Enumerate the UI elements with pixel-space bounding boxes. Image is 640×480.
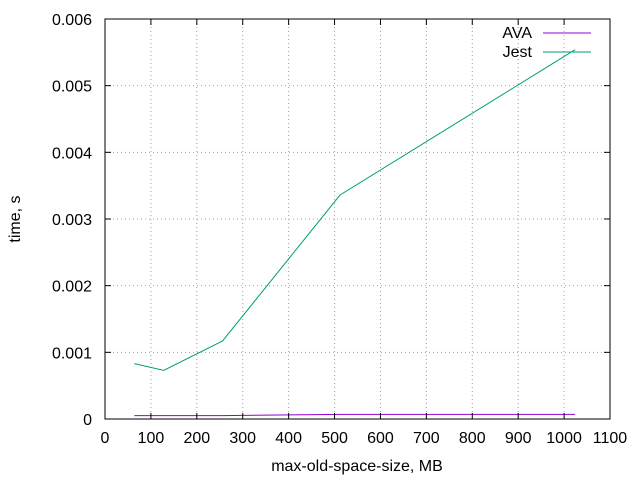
x-tick-label: 200 xyxy=(183,430,210,447)
x-tick-label: 400 xyxy=(275,430,302,447)
x-tick-label: 500 xyxy=(321,430,348,447)
x-tick-label: 1100 xyxy=(593,430,628,447)
x-tick-label: 0 xyxy=(101,430,110,447)
series-lines xyxy=(134,49,576,417)
x-tick-label: 100 xyxy=(138,430,165,447)
legend: AVA Jest xyxy=(502,25,591,61)
x-tick-label: 1000 xyxy=(546,430,582,447)
y-axis-label: time, s xyxy=(7,195,24,242)
x-tick-label: 300 xyxy=(229,430,256,447)
y-tick-label: 0.002 xyxy=(52,279,92,296)
y-tick-label: 0.006 xyxy=(52,12,92,29)
series-line-ava xyxy=(134,413,576,417)
x-tick-label: 900 xyxy=(505,430,532,447)
grid xyxy=(105,19,610,419)
y-tick-label: 0.003 xyxy=(52,212,92,229)
x-tick-label: 700 xyxy=(413,430,440,447)
legend-label-jest: Jest xyxy=(503,44,533,61)
y-tick-label: 0 xyxy=(83,412,92,429)
x-tick-label: 800 xyxy=(459,430,486,447)
y-tick-label: 0.005 xyxy=(52,79,92,96)
y-tick-label: 0.004 xyxy=(52,145,92,162)
axis-ticks: 0 100 200 300 400 500 600 700 800 900 1000 1100 0 0.0… xyxy=(52,12,627,447)
y-tick-label: 0.001 xyxy=(52,345,92,362)
x-axis-label: max-old-space-size, MB xyxy=(271,458,443,475)
legend-label-ava: AVA xyxy=(502,25,532,42)
series-line-jest xyxy=(134,49,576,371)
x-tick-label: 600 xyxy=(367,430,394,447)
